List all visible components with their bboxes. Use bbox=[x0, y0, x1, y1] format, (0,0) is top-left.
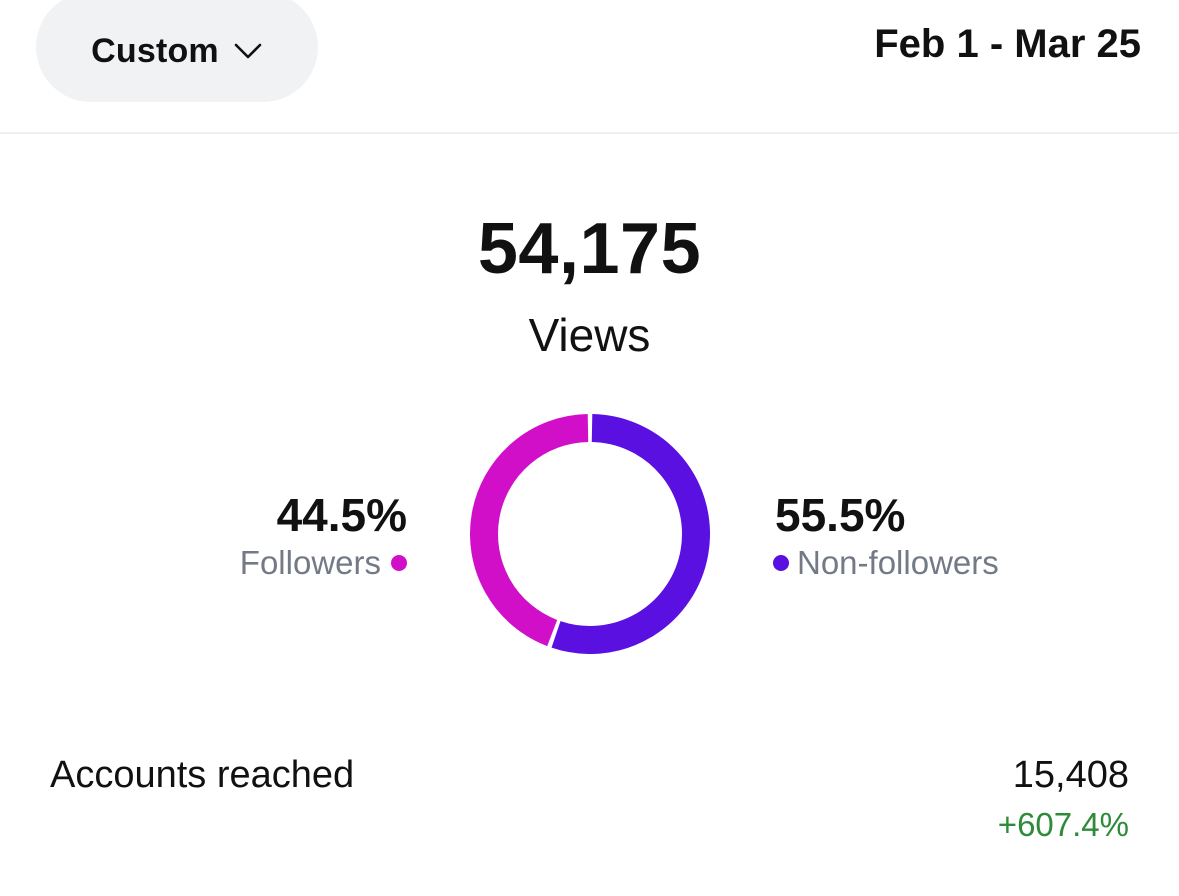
date-range: Feb 1 - Mar 25 bbox=[874, 22, 1141, 66]
audience-donut-chart bbox=[470, 414, 710, 654]
accounts-reached-value: 15,408 bbox=[1012, 754, 1129, 796]
followers-percent: 44.5% bbox=[276, 489, 407, 541]
non-followers-dot bbox=[773, 555, 789, 571]
accounts-reached-change: +607.4% bbox=[997, 806, 1129, 843]
donut-segment-non-followers bbox=[551, 414, 710, 654]
non-followers-legend: Non-followers bbox=[773, 544, 999, 582]
chevron-down-icon bbox=[234, 43, 262, 59]
followers-legend: Followers bbox=[240, 544, 407, 582]
range-selector-button[interactable]: Custom bbox=[36, 0, 318, 102]
total-views-value: 54,175 bbox=[477, 209, 702, 289]
non-followers-legend-label: Non-followers bbox=[797, 544, 999, 581]
range-selector-label: Custom bbox=[91, 31, 219, 70]
donut-segment-followers bbox=[470, 414, 589, 647]
followers-dot bbox=[391, 555, 407, 571]
accounts-reached-label: Accounts reached bbox=[50, 754, 355, 796]
non-followers-percent: 55.5% bbox=[775, 489, 906, 541]
total-views-label: Views bbox=[528, 309, 651, 361]
followers-legend-label: Followers bbox=[239, 544, 381, 581]
top-bar: Custom Feb 1 - Mar 25 bbox=[0, 0, 1179, 134]
